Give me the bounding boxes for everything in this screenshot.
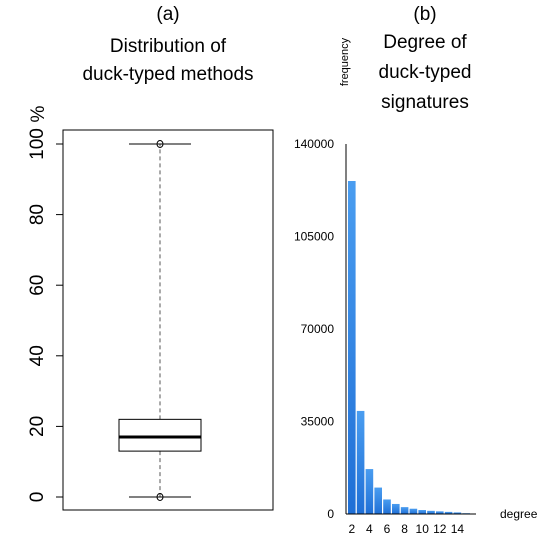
boxplot-marks <box>118 140 202 501</box>
bar-chart-bars <box>348 181 470 514</box>
bar-chart-x-tick-label: 12 <box>433 522 447 536</box>
panel-a-label: (a) <box>156 4 179 25</box>
bar <box>453 512 462 514</box>
bar <box>409 508 418 514</box>
boxplot-outlier <box>156 493 164 501</box>
bar-chart-x-tick-label: 6 <box>384 522 391 536</box>
boxplot-y-tick-label: 60 <box>27 275 48 296</box>
boxplot-title-line-2: duck-typed methods <box>82 64 253 85</box>
boxplot-y-tick-label: 100 <box>27 128 48 160</box>
bar-chart-title-line-3: signatures <box>381 92 469 113</box>
bar-chart-y-tick-label: 0 <box>327 507 334 521</box>
bar <box>392 503 400 514</box>
boxplot-y-axis-label: % <box>28 105 49 122</box>
panel-b-label: (b) <box>413 4 436 25</box>
boxplot-outlier <box>156 140 164 148</box>
bar <box>436 511 444 514</box>
bar-chart-x-tick-label: 8 <box>401 522 408 536</box>
bar <box>383 499 391 514</box>
boxplot-box <box>118 418 202 452</box>
bar <box>444 511 453 514</box>
boxplot-y-tick-label: 80 <box>27 204 48 225</box>
bar-chart-y-axis-label: frequency <box>339 37 351 86</box>
bar <box>427 510 435 514</box>
bar <box>356 410 365 514</box>
bar <box>374 487 382 514</box>
boxplot-title-line-1: Distribution of <box>110 36 227 57</box>
boxplot-y-tick-label: 20 <box>27 416 48 437</box>
boxplot-y-axis: 0 20 40 60 80 100 <box>27 128 63 502</box>
boxplot-y-tick-label: 0 <box>27 492 48 503</box>
bar-chart-x-axis-label: degree <box>500 507 538 521</box>
bar-chart-y-tick-label: 105000 <box>294 230 334 244</box>
bar-chart-x-tick-label: 14 <box>451 522 465 536</box>
bar <box>348 181 356 514</box>
bar <box>400 507 409 514</box>
bar-chart-title-line-1: Degree of <box>383 32 467 53</box>
bar-chart-x-tick-label: 2 <box>348 522 355 536</box>
bar-chart-y-tick-label: 70000 <box>301 322 335 336</box>
bar-chart-y-tick-label: 140000 <box>294 137 334 151</box>
boxplot-y-tick-label: 40 <box>27 345 48 366</box>
bar-chart-x-axis: 2 4 6 8 10 12 14 <box>346 513 476 536</box>
bar <box>418 510 426 514</box>
bar-chart-x-tick-label: 10 <box>416 522 430 536</box>
boxplot-frame <box>62 129 274 511</box>
bar-chart-y-axis: 0 35000 70000 105000 140000 <box>294 137 347 521</box>
bar-chart-y-tick-label: 35000 <box>301 415 335 429</box>
bar-chart-title-line-2: duck-typed <box>379 62 472 83</box>
bar <box>365 469 374 514</box>
bar-chart-x-tick-label: 4 <box>366 522 373 536</box>
